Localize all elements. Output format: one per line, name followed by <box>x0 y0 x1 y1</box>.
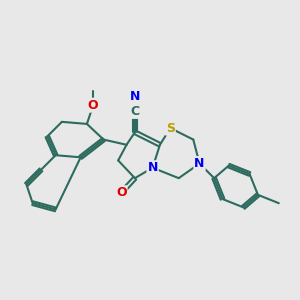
Text: O: O <box>116 186 127 199</box>
Text: S: S <box>166 122 175 135</box>
Text: O: O <box>88 99 98 112</box>
Text: N: N <box>130 90 140 103</box>
Text: N: N <box>194 157 205 170</box>
Text: C: C <box>130 105 140 118</box>
Text: N: N <box>147 161 158 174</box>
